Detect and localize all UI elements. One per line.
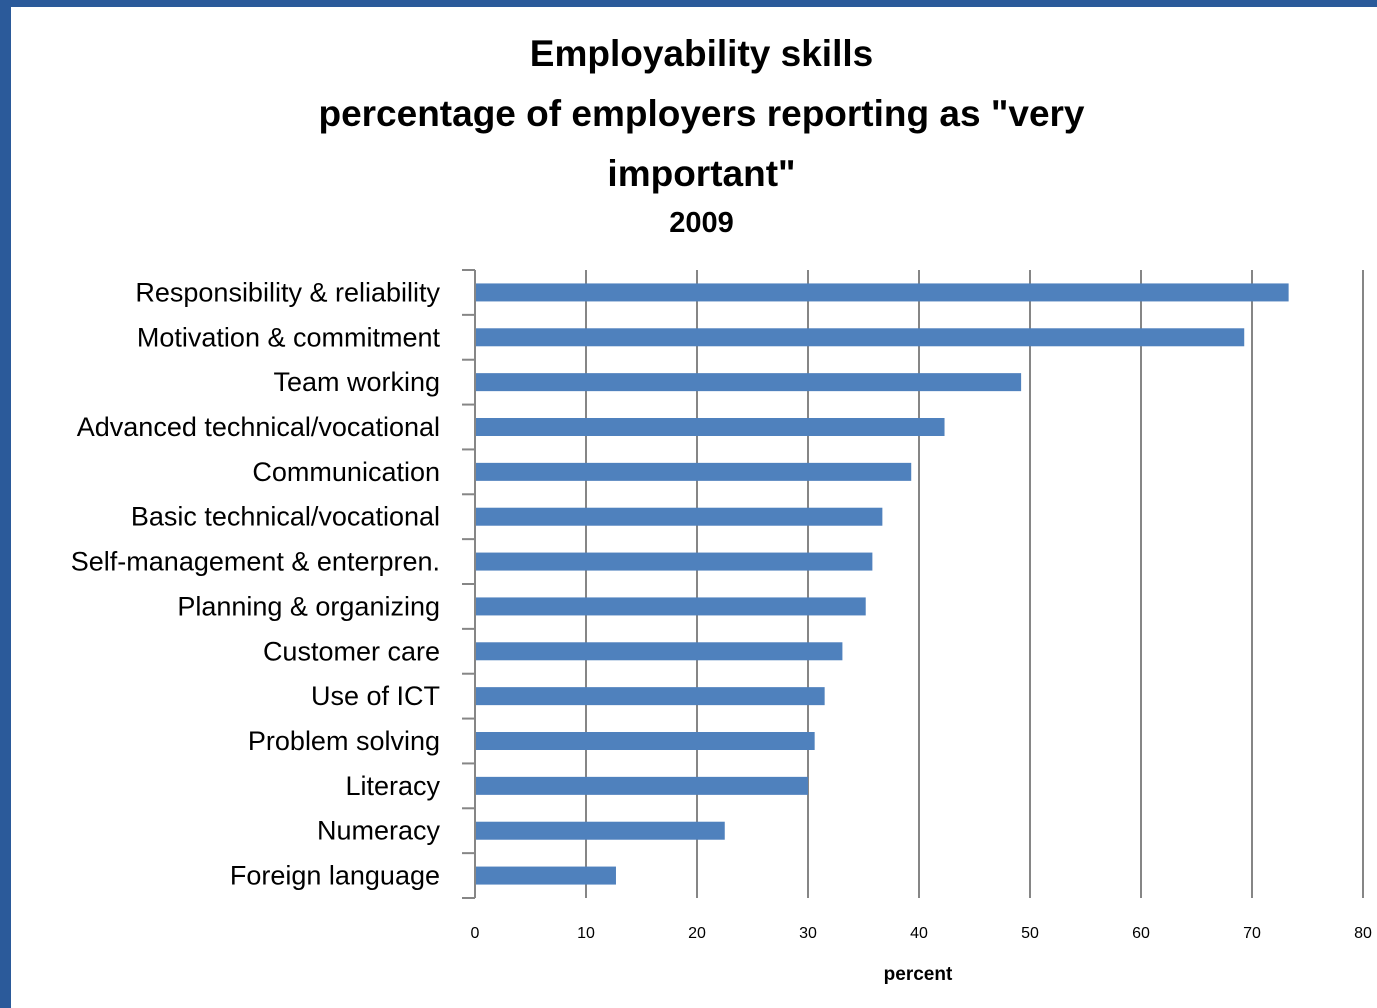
category-label: Responsibility & reliability bbox=[135, 277, 440, 307]
bar bbox=[475, 687, 825, 706]
x-tick-label: 40 bbox=[910, 925, 928, 942]
bar bbox=[475, 776, 808, 795]
x-tick-label: 30 bbox=[799, 925, 817, 942]
category-label: Foreign language bbox=[230, 861, 440, 891]
category-label: Advanced technical/vocational bbox=[77, 412, 440, 442]
bar bbox=[475, 552, 873, 571]
bar bbox=[475, 866, 616, 885]
x-tick-label: 10 bbox=[577, 925, 595, 942]
x-tick-label: 0 bbox=[471, 925, 480, 942]
category-axis bbox=[462, 269, 476, 899]
chart-subtitle: 2009 bbox=[669, 207, 734, 239]
x-tick-label: 20 bbox=[688, 925, 706, 942]
x-tick-label: 70 bbox=[1243, 925, 1261, 942]
chart-background bbox=[11, 7, 1377, 1008]
bar bbox=[475, 283, 1289, 302]
bar bbox=[475, 418, 945, 436]
bar bbox=[475, 507, 883, 526]
bar bbox=[475, 328, 1245, 347]
category-label: Team working bbox=[273, 367, 440, 397]
bar bbox=[475, 821, 725, 840]
category-labels: Responsibility & reliability Motivation &… bbox=[71, 277, 441, 890]
category-label: Motivation & commitment bbox=[137, 322, 441, 352]
bar bbox=[475, 462, 912, 481]
bars bbox=[475, 283, 1289, 885]
category-label: Numeracy bbox=[317, 816, 441, 846]
x-tick-label: 80 bbox=[1354, 925, 1372, 942]
category-label: Literacy bbox=[345, 771, 440, 801]
category-label: Use of ICT bbox=[311, 681, 440, 711]
chart-title-line-1: Employability skills bbox=[529, 33, 874, 74]
category-label: Self-management & enterpren. bbox=[71, 547, 440, 577]
bar bbox=[475, 373, 1022, 392]
bar bbox=[475, 642, 843, 661]
x-tick-label: 50 bbox=[1021, 925, 1039, 942]
x-axis-title: percent bbox=[884, 964, 953, 985]
chart-title-line-2: percentage of employers reporting as "ve… bbox=[318, 93, 1085, 134]
value-tick-labels: 0 10 20 30 40 50 60 70 80 bbox=[471, 925, 1372, 942]
gridlines bbox=[585, 270, 1364, 898]
category-label: Customer care bbox=[263, 636, 440, 666]
bar bbox=[475, 732, 815, 750]
bar bbox=[475, 597, 866, 616]
chart-title-line-3: important" bbox=[607, 153, 796, 194]
category-label: Communication bbox=[252, 457, 440, 487]
category-label: Planning & organizing bbox=[177, 591, 440, 621]
category-label: Problem solving bbox=[248, 726, 440, 756]
category-label: Basic technical/vocational bbox=[131, 502, 440, 532]
chart-title: Employability skills percentage of emplo… bbox=[0, 24, 1377, 204]
x-tick-label: 60 bbox=[1132, 925, 1150, 942]
